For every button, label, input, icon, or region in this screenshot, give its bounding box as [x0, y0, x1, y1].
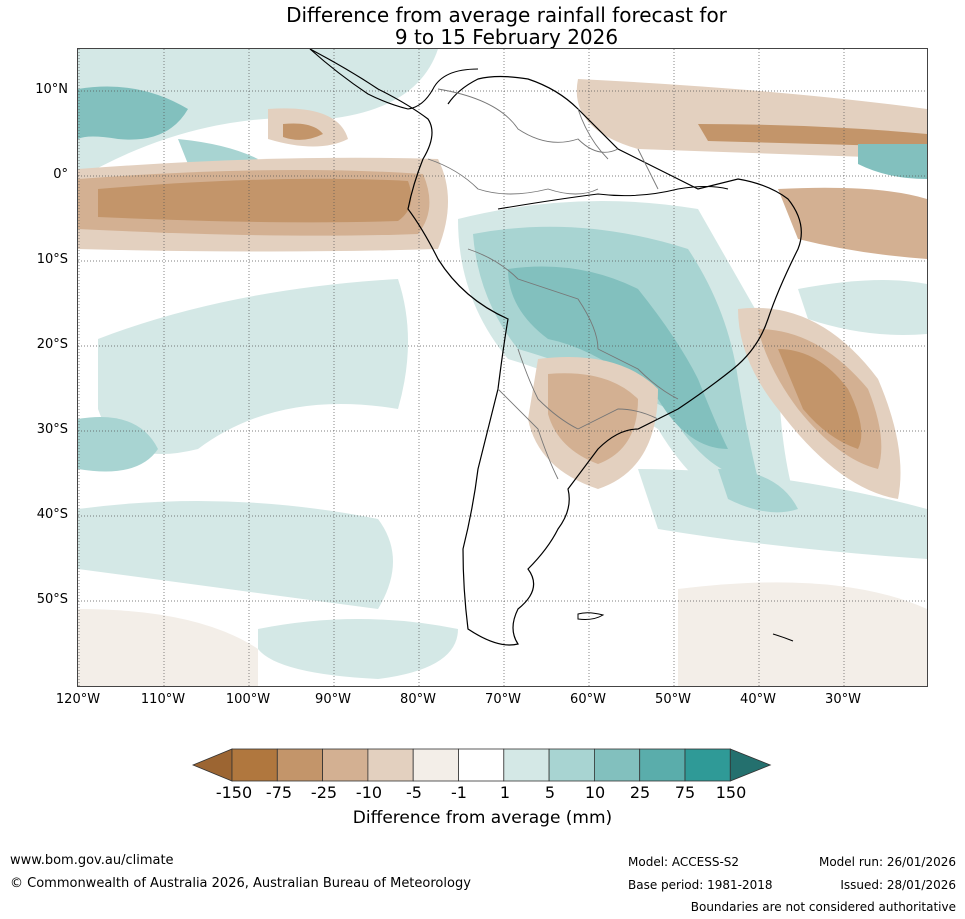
anomaly-itcz-brown-strong: [98, 178, 412, 223]
lat-label-40s: 40°S: [36, 507, 68, 522]
legend-swatch: [367, 748, 414, 782]
legend-swatch: [231, 748, 278, 782]
lat-label-10n: 10°N: [35, 82, 68, 97]
south-georgia: [772, 633, 794, 642]
anomaly-south-pacific-teal-2: [78, 501, 393, 609]
title-line-2: 9 to 15 February 2026: [394, 25, 619, 49]
lat-label-30s: 30°S: [36, 422, 68, 437]
anomaly-north-brown-strong-1: [283, 123, 323, 140]
lon-label-70w: 70°W: [485, 692, 521, 707]
legend-tick: 5: [544, 783, 556, 802]
legend-arrow-high: [729, 748, 772, 782]
anomaly-caribbean-brown-strong: [698, 124, 927, 147]
lon-label-60w: 60°W: [570, 692, 606, 707]
anomaly-east-brazil-brown-strong: [778, 349, 862, 449]
legend-tick: -1: [451, 783, 467, 802]
anomaly-south-atlantic-teal: [638, 469, 927, 559]
footer-model-run: Model run: 26/01/2026: [818, 855, 956, 869]
lat-label-10s: 10°S: [36, 252, 68, 267]
falkland-islands: [577, 612, 605, 620]
lat-label-0: 0°: [53, 167, 68, 182]
legend-swatch: [322, 748, 369, 782]
anomaly-south-pacific-teal-3: [78, 417, 158, 472]
anomaly-fields: [78, 49, 927, 686]
lon-label-40w: 40°W: [740, 692, 776, 707]
legend-swatch: [276, 748, 324, 782]
anomaly-amazon-teal-strong: [508, 266, 728, 449]
grid-lines: [78, 49, 927, 686]
south-america-coastline: [309, 49, 802, 646]
footer-disclaimer: Boundaries are not considered authoritat…: [690, 900, 956, 914]
footer-model: Model: ACCESS-S2: [628, 855, 740, 869]
legend-swatch: [412, 748, 459, 782]
title-line-1: Difference from average rainfall forecas…: [286, 3, 727, 27]
amazon-river: [497, 186, 729, 210]
legend-tick: -25: [310, 783, 338, 802]
map-canvas: [78, 49, 927, 686]
legend-tick: -75: [265, 783, 293, 802]
legend-tick: 150: [715, 783, 747, 802]
legend-tick: -10: [355, 783, 383, 802]
anomaly-atlantic-brown-east: [778, 187, 927, 259]
legend-arrow-low: [192, 748, 233, 782]
footer-copyright: © Commonwealth of Australia 2026, Austra…: [10, 876, 471, 891]
legend-swatch: [639, 748, 686, 782]
lon-label-50w: 50°W: [655, 692, 691, 707]
legend-swatch: [503, 748, 550, 782]
legend-tick: 75: [674, 783, 696, 802]
footer-issued: Issued: 28/01/2026: [840, 878, 956, 892]
lon-label-110w: 110°W: [140, 692, 186, 707]
lon-label-80w: 80°W: [400, 692, 436, 707]
map-title: Difference from average rainfall forecas…: [0, 4, 965, 48]
legend-title: Difference from average (mm): [352, 808, 613, 828]
legend-tick: -150: [215, 783, 253, 802]
anomaly-pacific-teal-north: [78, 49, 438, 179]
anomaly-south-pacific-teal-4: [258, 619, 458, 679]
footer-website: www.bom.gov.au/climate: [10, 853, 174, 868]
legend-swatch: [593, 748, 641, 782]
lon-label-30w: 30°W: [825, 692, 861, 707]
rainfall-anomaly-map: [77, 48, 928, 687]
lon-label-90w: 90°W: [315, 692, 351, 707]
anomaly-atlantic-teal-east: [858, 144, 927, 179]
legend-tick: 1: [499, 783, 511, 802]
anomaly-south-pacific-teal-1: [98, 279, 408, 454]
country-borders: [427, 88, 679, 480]
anomaly-atlantic-teal-south: [798, 280, 927, 335]
anomaly-south-atlantic-teal-strong: [718, 469, 798, 513]
legend-swatch: [458, 748, 505, 782]
lat-label-20s: 20°S: [36, 337, 68, 352]
anomaly-south-atlantic-brown: [678, 582, 927, 686]
legend-colorbar: [192, 748, 772, 782]
lon-label-100w: 100°W: [225, 692, 271, 707]
lon-label-120w: 120°W: [55, 692, 101, 707]
legend-swatch: [684, 748, 731, 782]
legend-tick: 25: [629, 783, 651, 802]
legend-tick: 10: [584, 783, 606, 802]
anomaly-la-plata-brown-mid: [548, 373, 638, 464]
legend-tick: -5: [406, 783, 422, 802]
lat-label-50s: 50°S: [36, 592, 68, 607]
legend-swatch: [548, 748, 595, 782]
anomaly-sw-brown: [78, 609, 258, 686]
footer-base-period: Base period: 1981-2018: [628, 878, 773, 892]
central-america-coastline: [309, 49, 479, 110]
anomaly-pacific-teal-strong-north: [78, 86, 188, 140]
